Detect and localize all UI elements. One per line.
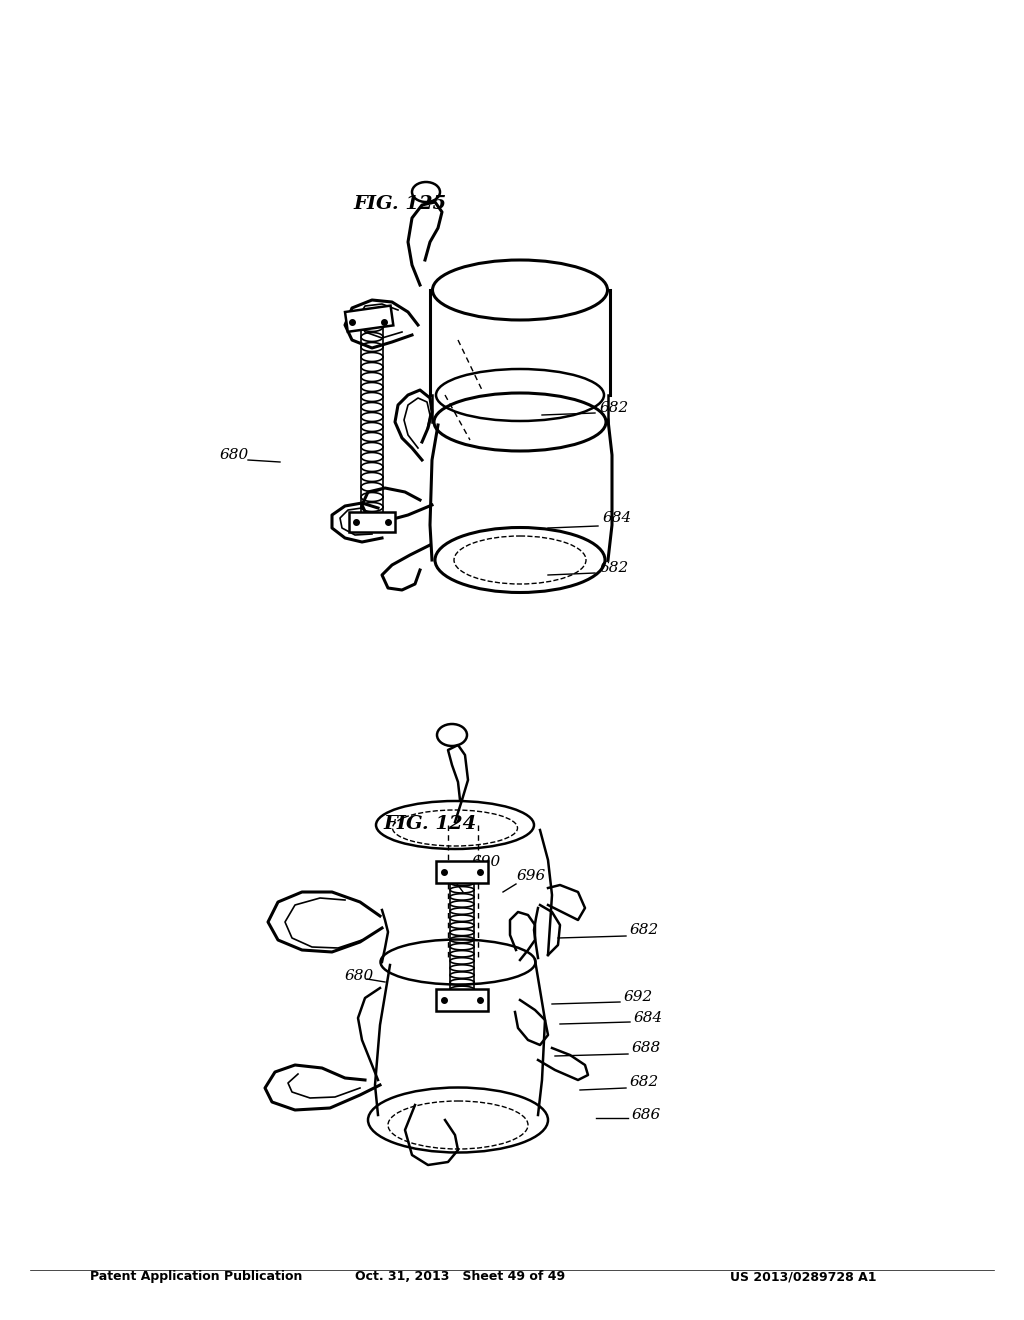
Text: 686: 686 — [632, 1107, 662, 1122]
Text: US 2013/0289728 A1: US 2013/0289728 A1 — [730, 1270, 877, 1283]
Text: 692: 692 — [624, 990, 653, 1005]
Text: 682: 682 — [630, 1074, 659, 1089]
Bar — [436, 989, 488, 1011]
Text: FIG. 125: FIG. 125 — [353, 195, 446, 213]
Text: 688: 688 — [632, 1041, 662, 1055]
Bar — [345, 306, 393, 331]
Bar — [436, 861, 488, 883]
Text: 682: 682 — [600, 561, 630, 576]
Text: 682: 682 — [600, 401, 630, 414]
Text: 680: 680 — [345, 969, 374, 983]
Bar — [349, 512, 395, 532]
Text: 694: 694 — [444, 869, 473, 883]
Text: 684: 684 — [603, 511, 632, 525]
Text: 682: 682 — [630, 923, 659, 937]
Text: 690: 690 — [472, 855, 502, 869]
Text: 696: 696 — [517, 869, 546, 883]
Text: 684: 684 — [634, 1011, 664, 1026]
Text: FIG. 124: FIG. 124 — [383, 814, 476, 833]
Text: Patent Application Publication: Patent Application Publication — [90, 1270, 302, 1283]
Text: Oct. 31, 2013   Sheet 49 of 49: Oct. 31, 2013 Sheet 49 of 49 — [355, 1270, 565, 1283]
Text: 680: 680 — [220, 447, 249, 462]
